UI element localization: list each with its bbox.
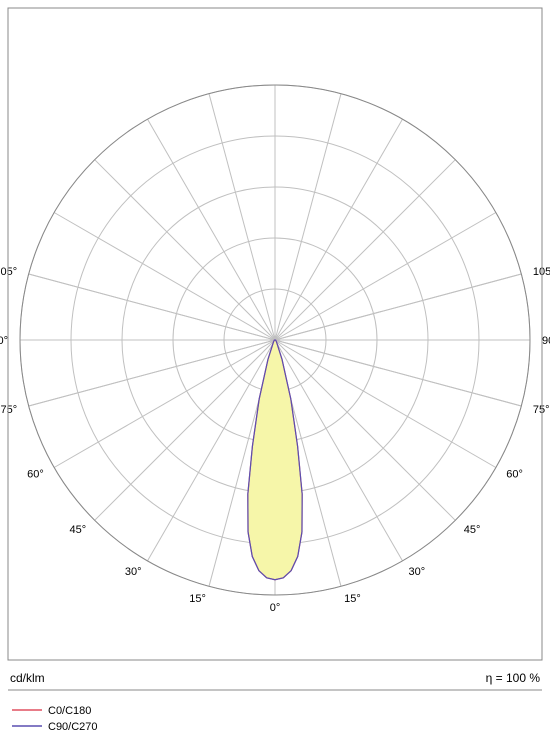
legend-label: C90/C270 bbox=[48, 721, 98, 733]
angle-tick-label: 30° bbox=[125, 566, 142, 578]
legend-label: C0/C180 bbox=[48, 705, 91, 717]
angle-tick-label: 60° bbox=[27, 469, 44, 481]
angle-tick-label: 60° bbox=[506, 469, 523, 481]
angle-tick-label: 90° bbox=[542, 335, 550, 347]
polar-photometric-chart: 0° 15° 15° 30° 30° 45° 45° 60° 60° 75° 75° 90° 90° 10… bbox=[0, 0, 550, 750]
angle-tick-label: 15° bbox=[344, 593, 361, 605]
angle-tick-label: 75° bbox=[533, 404, 550, 416]
unit-label: cd/klm bbox=[10, 671, 45, 685]
angle-tick-label: 105° bbox=[533, 266, 550, 278]
angle-tick-label: 0° bbox=[270, 602, 281, 614]
angle-tick-label: 105° bbox=[0, 266, 17, 278]
angle-tick-label: 30° bbox=[409, 566, 426, 578]
angle-tick-label: 15° bbox=[189, 593, 206, 605]
angle-tick-label: 75° bbox=[0, 404, 17, 416]
angle-tick-label: 45° bbox=[70, 524, 87, 536]
efficiency-label: η = 100 % bbox=[486, 671, 541, 685]
angle-tick-label: 45° bbox=[464, 524, 481, 536]
angle-tick-label: 90° bbox=[0, 335, 8, 347]
